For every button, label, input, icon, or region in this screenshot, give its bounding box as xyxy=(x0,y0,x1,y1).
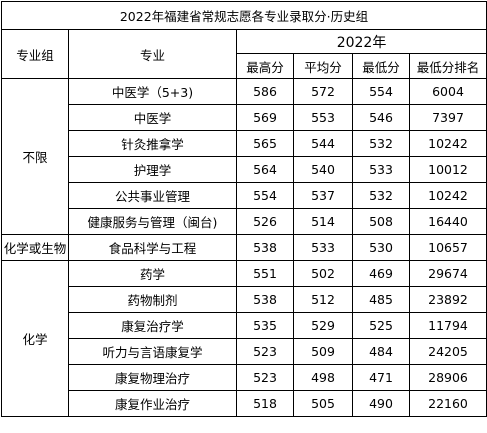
major-cell: 康复治疗学 xyxy=(68,312,237,339)
min-score-cell: 532 xyxy=(352,182,410,209)
min-rank-cell: 10012 xyxy=(408,156,487,183)
header-rank: 最低分排名 xyxy=(408,53,487,79)
min-score-cell: 525 xyxy=(352,312,410,339)
avg-score-cell: 537 xyxy=(293,182,353,209)
table-row: 康复物理治疗 523 498 471 28906 xyxy=(2,364,487,391)
avg-score-cell: 505 xyxy=(293,390,353,417)
major-cell: 中医学 xyxy=(68,104,237,131)
avg-score-cell: 529 xyxy=(293,312,353,339)
header-max: 最高分 xyxy=(236,53,294,79)
min-rank-cell: 24205 xyxy=(408,338,487,365)
min-score-cell: 469 xyxy=(352,260,410,287)
table-title: 2022年福建省常规志愿各专业录取分·历史组 xyxy=(0,1,487,30)
header-group: 专业组 xyxy=(1,29,69,79)
table-row: 化学 药学 551 502 469 29674 xyxy=(1,260,487,417)
header-min: 最低分 xyxy=(352,53,410,79)
min-rank-cell: 6004 xyxy=(408,78,487,105)
max-score-cell: 554 xyxy=(236,182,294,209)
min-rank-cell: 10657 xyxy=(408,234,487,261)
major-cell: 药学 xyxy=(68,260,237,287)
min-rank-cell: 11794 xyxy=(408,312,487,339)
major-cell: 康复物理治疗 xyxy=(68,364,237,391)
avg-score-cell: 498 xyxy=(293,364,353,391)
major-cell: 健康服务与管理（闽台) xyxy=(68,208,237,235)
group-cell: 化学或生物 xyxy=(1,234,69,261)
min-score-cell: 484 xyxy=(352,338,410,365)
major-cell: 食品科学与工程 xyxy=(68,234,237,261)
table-row: 护理学 564 540 533 10012 xyxy=(2,156,487,183)
avg-score-cell: 544 xyxy=(293,130,353,157)
major-cell: 中医学（5+3) xyxy=(68,78,237,105)
header-major: 专业 xyxy=(68,29,237,79)
admission-scores-table: 2022年福建省常规志愿各专业录取分·历史组 专业组 专业 2022年 最高分 … xyxy=(0,1,487,417)
group-cell: 不限 xyxy=(1,78,69,235)
min-rank-cell: 7397 xyxy=(408,104,487,131)
min-score-cell: 554 xyxy=(352,78,410,105)
table-row: 针灸推拿学 565 544 532 10242 xyxy=(2,130,487,157)
min-rank-cell: 29674 xyxy=(408,260,487,287)
min-score-cell: 532 xyxy=(352,130,410,157)
avg-score-cell: 553 xyxy=(293,104,353,131)
group-cell: 化学 xyxy=(1,260,69,417)
major-cell: 护理学 xyxy=(68,156,237,183)
table-row: 药物制剂 538 512 485 23892 xyxy=(2,286,487,313)
min-score-cell: 490 xyxy=(352,390,410,417)
table-row: 化学或生物 食品科学与工程 538 533 530 10657 xyxy=(1,234,487,261)
avg-score-cell: 514 xyxy=(293,208,353,235)
avg-score-cell: 509 xyxy=(293,338,353,365)
min-score-cell: 485 xyxy=(352,286,410,313)
header-year: 2022年 xyxy=(235,29,487,54)
table-row: 中医学 569 553 546 7397 xyxy=(2,104,487,131)
min-score-cell: 530 xyxy=(352,234,410,261)
max-score-cell: 523 xyxy=(236,364,294,391)
max-score-cell: 538 xyxy=(236,234,294,261)
major-cell: 听力与言语康复学 xyxy=(68,338,237,365)
max-score-cell: 551 xyxy=(236,260,294,287)
max-score-cell: 523 xyxy=(236,338,294,365)
major-cell: 针灸推拿学 xyxy=(68,130,237,157)
min-rank-cell: 16440 xyxy=(408,208,487,235)
min-score-cell: 546 xyxy=(352,104,410,131)
max-score-cell: 565 xyxy=(236,130,294,157)
max-score-cell: 526 xyxy=(236,208,294,235)
table-row: 康复作业治疗 518 505 490 22160 xyxy=(2,390,487,417)
max-score-cell: 535 xyxy=(236,312,294,339)
max-score-cell: 518 xyxy=(236,390,294,417)
max-score-cell: 538 xyxy=(236,286,294,313)
avg-score-cell: 540 xyxy=(293,156,353,183)
min-rank-cell: 23892 xyxy=(408,286,487,313)
table-row: 健康服务与管理（闽台) 526 514 508 16440 xyxy=(2,208,487,235)
max-score-cell: 586 xyxy=(236,78,294,105)
table-row: 听力与言语康复学 523 509 484 24205 xyxy=(2,338,487,365)
min-score-cell: 508 xyxy=(352,208,410,235)
major-cell: 药物制剂 xyxy=(68,286,237,313)
max-score-cell: 564 xyxy=(236,156,294,183)
min-rank-cell: 28906 xyxy=(408,364,487,391)
avg-score-cell: 512 xyxy=(293,286,353,313)
min-score-cell: 533 xyxy=(352,156,410,183)
min-score-cell: 471 xyxy=(352,364,410,391)
table-row: 康复治疗学 535 529 525 11794 xyxy=(2,312,487,339)
header-avg: 平均分 xyxy=(293,53,353,79)
min-rank-cell: 10242 xyxy=(408,182,487,209)
major-cell: 康复作业治疗 xyxy=(68,390,237,417)
table-row: 公共事业管理 554 537 532 10242 xyxy=(2,182,487,209)
major-cell: 公共事业管理 xyxy=(68,182,237,209)
avg-score-cell: 572 xyxy=(293,78,353,105)
max-score-cell: 569 xyxy=(236,104,294,131)
min-rank-cell: 10242 xyxy=(408,130,487,157)
avg-score-cell: 533 xyxy=(293,234,353,261)
avg-score-cell: 502 xyxy=(293,260,353,287)
table-row: 不限 中医学（5+3) 586 572 554 6004 xyxy=(1,78,487,235)
min-rank-cell: 22160 xyxy=(408,390,487,417)
